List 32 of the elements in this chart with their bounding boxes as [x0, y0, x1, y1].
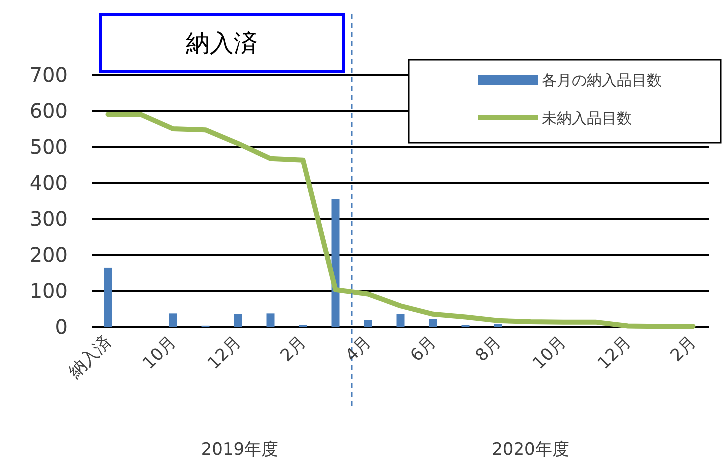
- y-tick-label: 500: [30, 135, 68, 159]
- text: 2019年度: [201, 440, 279, 460]
- y-tick-label: 600: [30, 99, 68, 123]
- bar: [332, 199, 340, 327]
- y-tick-label: 400: [30, 171, 68, 195]
- bar: [494, 324, 502, 327]
- x-tick-label: 2月: [276, 332, 311, 366]
- x-tick-label: 12月: [594, 332, 636, 374]
- x-tick-label: 12月: [204, 332, 246, 374]
- bar: [364, 320, 372, 327]
- bar: [104, 268, 112, 327]
- y-tick-label: 0: [55, 315, 68, 339]
- x-tick-label: 10月: [139, 332, 181, 374]
- y-tick-label: 200: [30, 243, 68, 267]
- text: 納入済: [186, 29, 258, 58]
- legend-label: 未納入品目数: [542, 109, 632, 128]
- bar: [266, 314, 275, 327]
- bar: [234, 314, 242, 327]
- x-tick-label: 10月: [529, 332, 571, 374]
- y-tick-label: 100: [30, 279, 68, 303]
- x-tick-label: 8月: [472, 332, 506, 366]
- legend-label: 各月の納入品目数: [542, 71, 662, 90]
- y-tick-label: 300: [30, 207, 68, 231]
- x-tick-label: 6月: [406, 332, 441, 366]
- bar: [396, 314, 405, 327]
- x-tick-label: 納入済: [66, 332, 116, 383]
- bar: [169, 314, 178, 327]
- bar: [429, 319, 438, 327]
- x-tick-label: 4月: [342, 332, 376, 366]
- y-tick-label: 700: [30, 63, 68, 87]
- x-tick-label: 2月: [666, 332, 701, 366]
- text: 2020年度: [492, 440, 570, 460]
